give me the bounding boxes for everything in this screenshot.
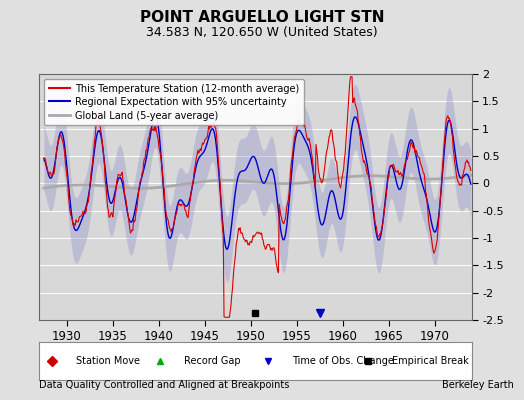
Text: Time of Obs. Change: Time of Obs. Change <box>292 356 394 366</box>
Text: Berkeley Earth: Berkeley Earth <box>442 380 514 390</box>
Text: Data Quality Controlled and Aligned at Breakpoints: Data Quality Controlled and Aligned at B… <box>39 380 290 390</box>
Text: Station Move: Station Move <box>76 356 140 366</box>
Legend: This Temperature Station (12-month average), Regional Expectation with 95% uncer: This Temperature Station (12-month avera… <box>44 79 304 125</box>
Y-axis label: Temperature Anomaly (°C): Temperature Anomaly (°C) <box>523 123 524 271</box>
Text: Empirical Break: Empirical Break <box>391 356 468 366</box>
Text: 34.583 N, 120.650 W (United States): 34.583 N, 120.650 W (United States) <box>146 26 378 39</box>
Text: POINT ARGUELLO LIGHT STN: POINT ARGUELLO LIGHT STN <box>140 10 384 25</box>
Text: Record Gap: Record Gap <box>184 356 241 366</box>
